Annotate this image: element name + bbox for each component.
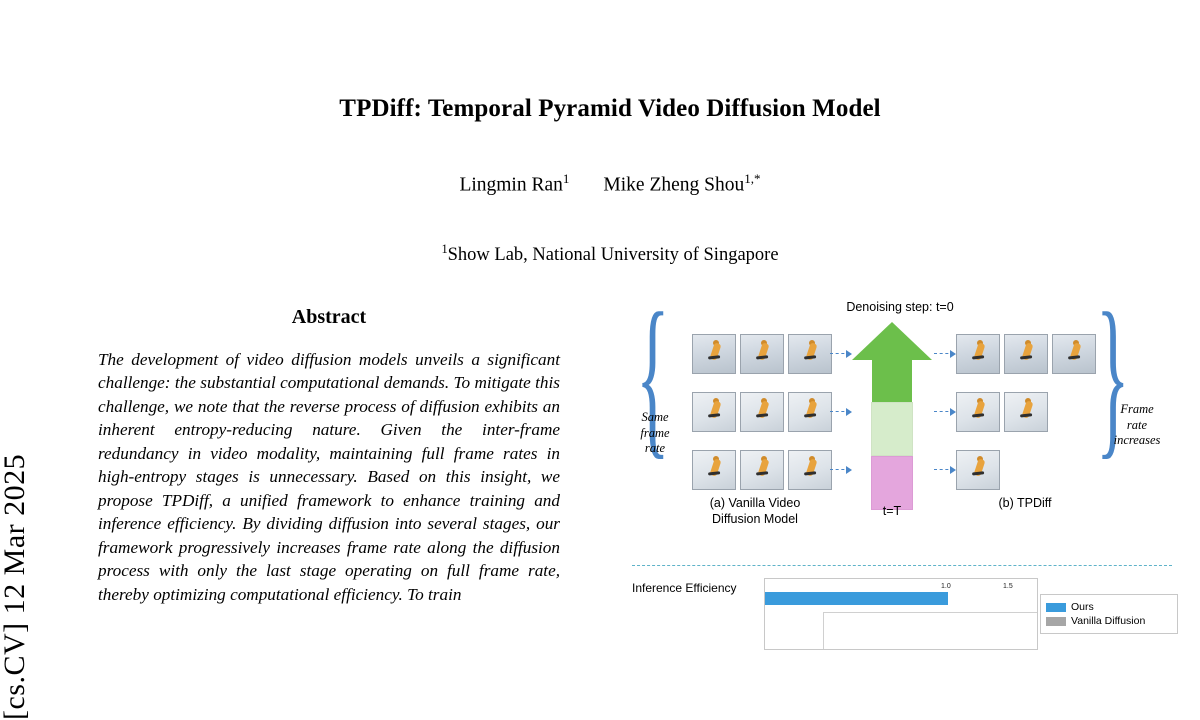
video-frame (1004, 392, 1048, 432)
title-block: TPDiff: Temporal Pyramid Video Diffusion… (60, 95, 1160, 266)
legend-item-ours: Ours (1046, 601, 1172, 613)
video-frame (788, 334, 832, 374)
inference-efficiency-chart: Inference Efficiency 1.0 1.5 Ours Vanill… (632, 578, 1178, 650)
chart-row-label: Inference Efficiency (632, 581, 737, 595)
video-frame (1004, 334, 1048, 374)
figure-caption-t: t=T (882, 504, 902, 518)
page-title: TPDiff: Temporal Pyramid Video Diffusion… (339, 95, 881, 122)
affiliation: 1Show Lab, National University of Singap… (60, 242, 1160, 266)
bar-value-label-vanilla: 1.5 (1003, 583, 1013, 590)
bar-track: 1.0 1.5 (765, 583, 1037, 605)
abstract-body: The development of video diffusion model… (98, 350, 560, 604)
figure-top-label: Denoising step: t=0 (846, 300, 954, 314)
stage-bottom (871, 456, 913, 510)
legend-swatch-vanilla (1046, 616, 1066, 626)
video-frame (788, 450, 832, 490)
chart-inner-axes (823, 612, 1037, 649)
video-frame (740, 334, 784, 374)
chart-plot-area: 1.0 1.5 (764, 578, 1038, 650)
legend-label-ours: Ours (1071, 601, 1094, 613)
author-second: Mike Zheng Shou (603, 174, 745, 196)
frame-row-left-2 (692, 392, 832, 432)
figure-divider (632, 565, 1172, 566)
author-list: Lingmin Ran1 Mike Zheng Shou1,* (60, 171, 1160, 197)
up-arrow-icon (852, 322, 932, 360)
legend-label-vanilla: Vanilla Diffusion (1071, 615, 1146, 627)
figure-panel-frames: { Same frame rate (630, 288, 1170, 535)
arxiv-stamp: [cs.CV] 12 Mar 2025 (0, 453, 31, 720)
flow-arrow-icon (830, 466, 852, 474)
frame-row-left-1 (692, 334, 832, 374)
figure-caption-a: (a) Vanilla Video Diffusion Model (709, 496, 801, 526)
stage-mid (871, 402, 913, 456)
legend-swatch-ours (1046, 602, 1066, 612)
video-frame (740, 392, 784, 432)
video-frame (740, 450, 784, 490)
frame-row-right-2 (956, 392, 1048, 432)
video-frame (956, 450, 1000, 490)
author-first: Lingmin Ran (459, 174, 563, 196)
affiliation-marker: 1 (441, 241, 448, 256)
flow-arrow-icon (830, 350, 852, 358)
frame-row-right-1 (956, 334, 1096, 374)
abstract-section: Abstract The development of video diffus… (98, 306, 560, 606)
video-frame (692, 450, 736, 490)
author-second-affiliation-marker: 1,* (744, 171, 761, 186)
video-frame (956, 392, 1000, 432)
frame-row-right-3 (956, 450, 1000, 490)
up-arrow-shaft (872, 360, 912, 402)
right-brace-label: Frame rate increases (1113, 402, 1161, 448)
denoising-pyramid (852, 322, 932, 510)
left-brace-label: Same frame rate (640, 410, 670, 456)
video-frame (956, 334, 1000, 374)
flow-arrow-icon (934, 466, 956, 474)
video-frame (788, 392, 832, 432)
bar-value-label-ours: 1.0 (941, 583, 951, 590)
abstract-heading: Abstract (291, 306, 367, 328)
video-frame (692, 392, 736, 432)
flow-arrow-icon (934, 408, 956, 416)
right-brace-icon: } (1096, 279, 1130, 476)
chart-legend: Ours Vanilla Diffusion (1040, 594, 1178, 634)
flow-arrow-icon (830, 408, 852, 416)
left-brace-icon: { (636, 279, 670, 476)
frame-row-left-3 (692, 450, 832, 490)
figure-caption-b: (b) TPDiff (998, 496, 1052, 510)
flow-arrow-icon (934, 350, 956, 358)
bar-ours (765, 592, 948, 605)
legend-item-vanilla: Vanilla Diffusion (1046, 615, 1172, 627)
video-frame (1052, 334, 1096, 374)
affiliation-text: Show Lab, National University of Singapo… (447, 244, 779, 265)
author-first-affiliation-marker: 1 (562, 171, 570, 186)
video-frame (692, 334, 736, 374)
teaser-figure: Denoising step: t=0 { Same frame rate (630, 288, 1170, 535)
